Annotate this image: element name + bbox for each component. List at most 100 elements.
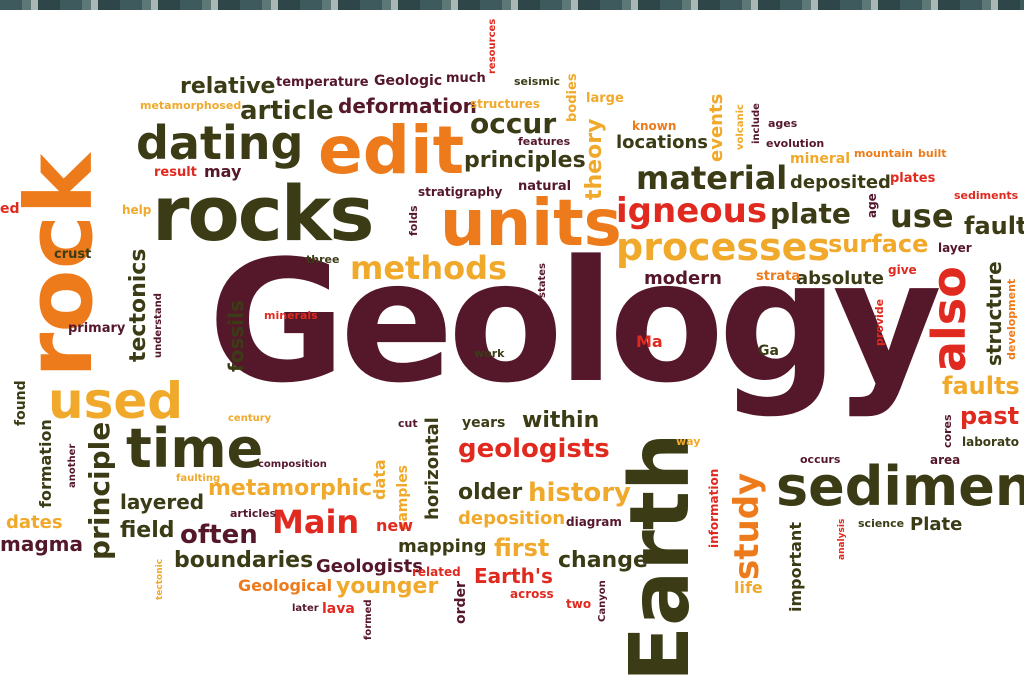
word-deposited: deposited [790, 172, 891, 193]
word-fossils: fossils [224, 300, 248, 372]
word-theory: theory [582, 118, 607, 200]
word-mapping: mapping [398, 536, 487, 557]
word-primary: primary [68, 321, 126, 336]
photo-edge-strip [0, 0, 1024, 10]
word-diagram: diagram [566, 515, 622, 529]
word-ma: Ma [636, 332, 663, 351]
word-ga: Ga [758, 343, 779, 359]
word-formed: formed [363, 599, 374, 640]
word-tectonic: tectonic [155, 558, 165, 600]
word-ed: ed [0, 201, 20, 217]
word-large: large [586, 91, 624, 106]
word-occurs: occurs [800, 453, 841, 466]
word-dating: dating [136, 116, 304, 170]
word-faults: faults [942, 372, 1020, 400]
word-main: Main [272, 503, 360, 541]
word-ages: ages [768, 117, 798, 130]
word-geology: Geology [208, 224, 942, 420]
word-plates: plates [890, 171, 936, 186]
word-often: often [180, 520, 258, 550]
word-locations: locations [616, 132, 709, 153]
word-horizontal: horizontal [422, 417, 443, 520]
word-principles: principles [464, 148, 586, 173]
word-deformation: deformation [338, 94, 477, 118]
word-two: two [566, 597, 592, 611]
word-geological: Geological [238, 576, 333, 595]
word-study: study [727, 472, 767, 580]
word-plate: plate [770, 197, 851, 230]
word-help: help [122, 203, 152, 217]
word-give: give [888, 263, 917, 277]
word-minerals: minerals [264, 309, 318, 322]
word-science: science [858, 517, 905, 530]
word-volcanic: volcanic [735, 104, 746, 150]
word-tectonics: tectonics [126, 248, 151, 362]
word-years: years [462, 415, 506, 431]
word-geologists: geologists [458, 434, 610, 464]
word-structure: structure [982, 261, 1006, 366]
word-sedimen: sedimen [776, 455, 1024, 518]
word-way: way [676, 435, 701, 448]
word-resources: resources [487, 18, 498, 74]
word-age: age [865, 193, 879, 218]
word-magma: magma [0, 532, 83, 556]
word-important: important [786, 522, 805, 612]
word-younger: younger [336, 574, 439, 599]
word-cut: cut [398, 417, 418, 430]
word-strata: strata [756, 269, 801, 284]
word-metamorphic: metamorphic [208, 476, 373, 501]
word-article: article [240, 96, 334, 126]
word-mineral: mineral [790, 151, 850, 167]
word-structures: structures [470, 97, 540, 111]
word-also: also [922, 266, 976, 372]
word-earths: Earth's [474, 564, 553, 588]
word-found: found [13, 380, 29, 426]
word-edit: edit [318, 112, 465, 189]
word-used: used [48, 372, 184, 430]
word-may: may [204, 162, 242, 181]
word-built: built [918, 147, 947, 160]
word-plate-cap: Plate [910, 514, 963, 535]
word-seismic: seismic [514, 75, 561, 88]
word-boundaries: boundaries [174, 548, 314, 573]
word-events: events [706, 93, 727, 162]
word-layer: layer [938, 241, 972, 255]
word-geologists-cap: Geologists [316, 556, 423, 577]
word-states: states [537, 263, 548, 298]
word-change: change [558, 548, 648, 573]
word-crust: crust [54, 247, 92, 262]
word-understand: understand [153, 293, 164, 358]
word-relative: relative [180, 74, 276, 99]
word-bodies: bodies [565, 73, 580, 122]
word-methods: methods [350, 249, 508, 287]
word-provide: provide [873, 298, 886, 346]
word-another: another [67, 443, 78, 488]
word-include: include [751, 103, 762, 144]
word-across: across [510, 587, 554, 601]
word-life: life [734, 578, 763, 597]
word-evolution: evolution [766, 137, 825, 150]
word-features: features [518, 135, 571, 148]
word-rock: rock [6, 153, 113, 378]
word-within: within [522, 408, 600, 433]
word-deposition: deposition [458, 508, 566, 529]
word-metamorphosed: metamorphosed [140, 99, 242, 112]
word-layered: layered [120, 490, 205, 514]
word-principle: principle [83, 421, 116, 560]
word-area: area [930, 453, 961, 467]
word-formation: formation [36, 419, 55, 508]
word-processes: processes [616, 225, 830, 269]
word-related: related [412, 565, 461, 579]
word-mountain: mountain [854, 147, 913, 160]
word-history: history [528, 478, 631, 508]
word-temperature: temperature [276, 75, 369, 90]
word-order: order [453, 581, 469, 624]
word-later: later [292, 603, 319, 614]
word-data: data [370, 459, 389, 500]
word-natural: natural [518, 179, 572, 194]
word-surface: surface [828, 230, 929, 258]
word-three: three [306, 253, 340, 266]
word-information: information [707, 468, 721, 548]
word-faulting: faulting [176, 473, 221, 484]
